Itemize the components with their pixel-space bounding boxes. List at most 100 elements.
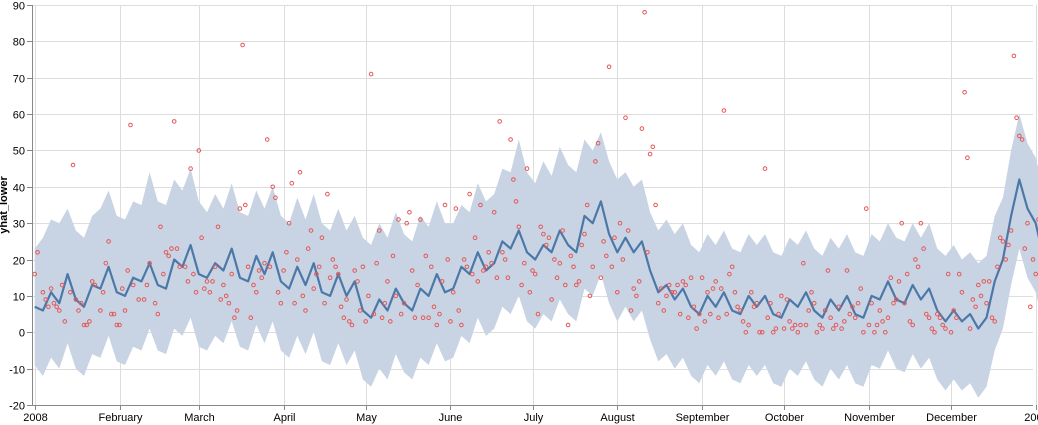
observed-point [264,137,270,142]
observed-point [686,315,691,321]
observed-point [420,315,426,321]
observed-point [429,264,434,270]
observed-point [486,250,492,255]
observed-point [292,300,297,306]
observed-point [896,279,902,284]
observed-point [530,268,535,273]
observed-point [746,322,751,328]
observed-point [915,264,921,270]
observed-point [956,271,962,277]
observed-point [62,319,68,324]
observed-point [223,293,229,299]
observed-point [902,300,907,306]
observed-point [379,315,385,321]
observed-point [617,220,623,226]
observed-point [185,279,191,284]
observed-point [831,326,836,331]
observed-point [442,202,448,208]
observed-point [177,264,182,270]
observed-point [229,271,234,277]
x-tick-label: August [600,412,634,424]
observed-point [768,300,773,306]
observed-point [1022,246,1028,251]
observed-point [801,260,806,266]
observed-point [732,290,738,295]
observed-point [945,271,951,277]
observed-point [248,315,254,321]
observed-point [147,260,152,266]
observed-point [300,293,306,299]
observed-point [751,304,757,310]
observed-point [781,326,787,331]
observed-point [962,90,967,95]
observed-point [182,264,188,270]
observed-point [448,319,453,324]
observed-point [984,300,989,306]
observed-point [795,330,801,335]
observed-point [117,322,122,328]
observed-point [344,297,349,302]
observed-point [656,300,661,306]
observed-point [833,322,839,328]
observed-point [628,308,634,313]
observed-point [70,162,76,168]
observed-point [992,319,998,324]
observed-point [114,322,120,328]
observed-point [141,297,147,302]
observed-point [76,308,81,313]
observed-point [377,228,382,233]
y-tick-label: -20 [9,401,25,413]
observed-point [609,264,615,270]
observed-point [1006,242,1011,248]
y-axis-title: yhat_lower [0,176,10,234]
observed-point [538,224,544,230]
observed-point [166,253,171,259]
observed-point [278,300,284,306]
x-tick-label: 2008 [23,412,47,424]
observed-point [855,300,861,306]
observed-point [305,246,311,251]
observed-point [366,293,371,299]
observed-point [943,326,948,331]
observed-point [918,220,924,226]
observed-point [374,260,379,266]
x-tick-label: October [765,412,804,424]
observed-point [883,330,888,335]
observed-point [647,151,653,157]
observed-point [718,286,724,291]
observed-point [554,275,560,281]
observed-point [204,279,210,284]
observed-point [1014,115,1019,120]
observed-point [978,293,984,299]
observed-point [253,290,259,295]
observed-point [199,235,204,240]
observed-point [910,322,916,328]
observed-point [954,315,959,321]
observed-point [363,319,369,324]
observed-point [874,322,880,328]
observed-point [155,311,161,317]
observed-point [439,279,445,284]
observed-point [1030,257,1036,262]
observed-point [270,184,276,190]
observed-point [872,330,877,335]
observed-point [1019,137,1025,142]
x-axis: 2008 February March April May June July August S… [23,405,1038,424]
observed-point [997,235,1003,240]
observed-point [46,304,51,310]
observed-point [522,260,527,266]
observed-point [450,290,456,295]
observed-point [716,315,721,321]
observed-point [418,217,423,222]
observed-point [35,250,40,255]
observed-point [152,300,158,306]
observed-point [243,202,248,208]
observed-point [563,282,568,288]
observed-point [470,271,475,277]
observed-point [568,253,574,259]
observed-point [111,311,117,317]
observed-point [738,308,743,313]
observed-point [708,311,713,317]
observed-point [894,297,899,302]
observed-point [262,260,267,266]
